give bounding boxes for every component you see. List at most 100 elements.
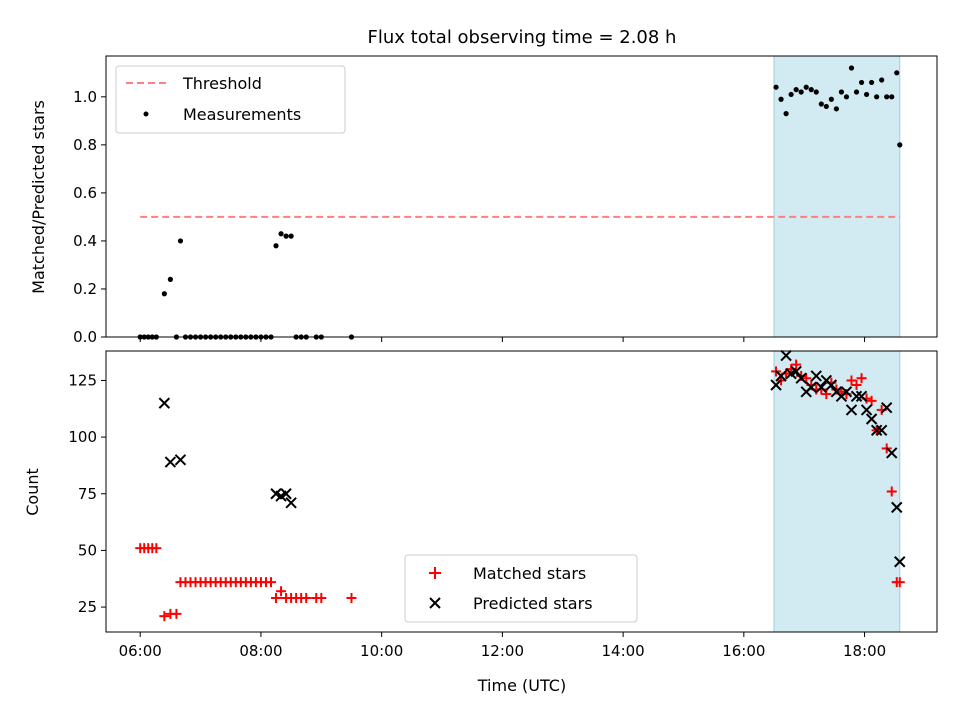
matched-star-point	[886, 486, 897, 497]
predicted-star-point	[891, 501, 903, 514]
predicted-star-point	[880, 401, 893, 414]
predicted-star-point	[815, 381, 828, 393]
x-tick-label: 14:00	[601, 642, 644, 660]
x-tick-label: 18:00	[843, 642, 886, 660]
measurement-point	[874, 94, 880, 100]
bottom-panel: 25 50 75 100 125 06:00 08:00 10:00 12:00 14:00 16…	[23, 349, 938, 695]
x-tick-label: 12:00	[481, 642, 524, 660]
y-tick-label: 75	[78, 485, 97, 503]
measurement-point	[858, 79, 865, 86]
top-legend-box	[115, 65, 346, 134]
matched-star-point	[791, 359, 802, 370]
measurement-point	[838, 89, 845, 95]
matched-legend-swatch	[429, 567, 441, 579]
y-tick-label: 0.2	[73, 280, 97, 298]
matched-star-point	[856, 373, 867, 384]
measurement-point	[278, 231, 284, 237]
predicted-star-point	[865, 413, 878, 425]
predicted-star-point	[280, 488, 292, 500]
measurement-point	[818, 101, 824, 107]
matched-star-point	[151, 543, 162, 554]
predicted-star-point	[840, 386, 853, 398]
measurement-point	[167, 276, 173, 282]
matched-star-point	[316, 593, 327, 604]
predicted-star-point	[770, 379, 782, 391]
measurement-point	[788, 91, 794, 98]
bottom-y-axis-label: Count	[23, 468, 42, 516]
threshold-legend-label: Threshold	[182, 74, 262, 93]
predicted-star-point	[810, 370, 822, 382]
measurement-point	[833, 106, 839, 112]
predicted-star-point	[850, 390, 863, 403]
x-tick-label: 16:00	[722, 642, 765, 660]
predicted-legend-label: Predicted stars	[473, 594, 593, 613]
top-axes-frame	[105, 55, 938, 338]
predicted-legend-swatch	[429, 597, 441, 609]
measurements-legend-swatch	[143, 111, 149, 117]
measurement-point	[889, 94, 895, 100]
y-tick-label: 0.8	[73, 136, 97, 154]
top-panel: 0.0 0.2 0.4 0.6 0.8 1.0 Matched/Predicted sta…	[29, 55, 938, 346]
matched-star-point	[851, 379, 862, 390]
chart-title: Flux total observing time = 2.08 h	[368, 27, 677, 48]
measurements-legend-label: Measurements	[183, 105, 301, 124]
measurement-point	[894, 70, 900, 76]
bottom-legend-box	[404, 554, 638, 623]
measurement-point	[778, 96, 784, 102]
x-axis-label: Time (UTC)	[477, 676, 566, 695]
predicted-star-point	[790, 365, 802, 378]
matched-star-point	[265, 577, 276, 588]
matched-legend-label: Matched stars	[473, 564, 586, 583]
matched-star-point	[801, 373, 812, 384]
predicted-star-point	[894, 556, 906, 568]
measurement-point	[177, 238, 184, 244]
matched-star-point	[271, 593, 282, 604]
measurement-point	[848, 65, 855, 71]
predicted-star-point	[795, 372, 807, 384]
measurement-point	[793, 87, 799, 93]
measurement-point	[863, 91, 870, 98]
matched-star-point	[171, 608, 182, 619]
predicted-star-point	[780, 349, 792, 362]
measurement-point	[783, 111, 789, 117]
measurement-point	[853, 89, 860, 95]
y-tick-label: 100	[68, 428, 97, 446]
x-tick-label: 10:00	[360, 642, 403, 660]
matched-star-point	[894, 577, 905, 588]
matched-star-point	[346, 593, 357, 604]
predicted-star-point	[174, 454, 187, 466]
predicted-star-point	[158, 397, 171, 409]
matched-star-point	[866, 395, 877, 406]
predicted-star-point	[164, 456, 177, 468]
measurement-point	[884, 94, 890, 100]
matched-star-point	[276, 586, 287, 597]
predicted-star-point	[875, 424, 888, 437]
y-tick-label: 50	[78, 541, 97, 559]
measurement-point	[798, 89, 804, 95]
predicted-star-point	[775, 370, 787, 382]
predicted-star-point	[845, 404, 858, 416]
measurement-point	[773, 84, 779, 90]
matched-star-point	[821, 389, 832, 400]
measurement-point	[161, 291, 167, 297]
x-tick-label: 08:00	[239, 642, 282, 660]
measurement-point	[897, 142, 903, 148]
bottom-legend: Matched stars Predicted stars	[404, 554, 638, 623]
x-tick-label: 06:00	[119, 642, 162, 660]
predicted-star-point	[285, 497, 297, 509]
measurement-point	[808, 87, 814, 93]
predicted-star-point	[855, 390, 868, 403]
y-tick-label: 25	[78, 598, 97, 616]
matched-star-point	[159, 611, 170, 622]
measurement-point	[869, 79, 875, 86]
top-legend: Threshold Measurements	[115, 65, 346, 134]
measurement-point	[273, 243, 279, 249]
top-y-axis-label: Matched/Predicted stars	[29, 100, 48, 294]
measurement-point	[803, 84, 809, 90]
measurement-point	[828, 96, 834, 102]
y-tick-label: 0.6	[73, 184, 97, 202]
y-tick-label: 0.0	[73, 328, 97, 346]
y-tick-label: 0.4	[73, 232, 97, 250]
predicted-star-point	[805, 381, 817, 393]
